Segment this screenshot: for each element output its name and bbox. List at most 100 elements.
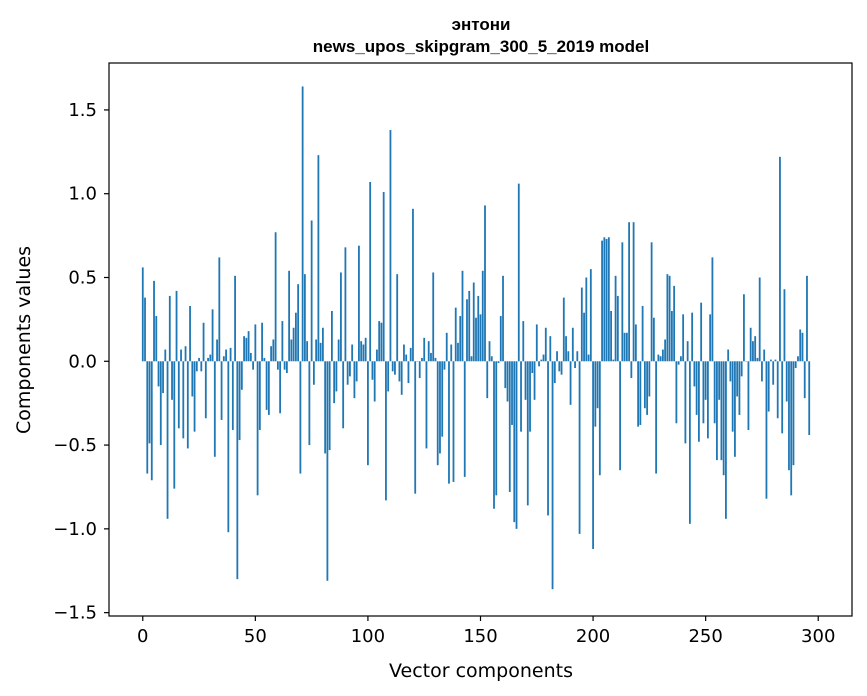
bar-104 [376,349,378,362]
bar-256 [718,361,721,400]
bar-108 [385,361,387,501]
bar-103 [373,361,376,402]
bar-157 [495,361,498,496]
bar-220 [637,361,640,427]
bar-63 [283,361,286,370]
bar-101 [369,181,372,362]
x-tick-label: 0 [137,626,148,647]
bar-124 [421,357,423,362]
bar-59 [274,232,277,362]
bar-22 [191,361,194,397]
bar-191 [571,327,574,362]
bar-72 [303,274,306,362]
bar-150 [479,314,482,362]
bar-283 [779,156,781,362]
bar-223 [643,361,646,409]
bar-106 [380,322,383,362]
bar-series [141,86,811,590]
bar-66 [290,339,293,362]
x-tick-label: 200 [576,626,610,647]
bar-257 [720,361,723,461]
bar-236 [673,285,676,362]
y-tick-label: 1.0 [68,184,97,205]
bar-228 [655,361,658,474]
bar-131 [436,361,439,466]
x-tick-label: 250 [688,626,722,647]
bar-55 [265,361,268,410]
bar-206 [605,238,608,362]
bar-0 [141,267,144,362]
bar-209 [612,359,615,362]
bar-232 [664,339,667,362]
bar-160 [502,275,504,362]
bar-77 [315,339,318,362]
bar-56 [267,361,270,415]
bar-196 [583,312,585,362]
y-tick-label: −0.5 [53,435,97,456]
y-axis-label: Components values [13,246,35,434]
bar-81 [324,361,327,454]
y-axis-ticks: 1.5 1.0 0.5 0.0 −0.5 −1.0 −1.5 [53,100,109,624]
bar-186 [560,361,563,375]
bar-117 [405,354,408,362]
bar-129 [432,272,435,362]
bar-24 [195,361,198,372]
bar-141 [459,316,462,362]
bar-62 [281,321,284,362]
bar-273 [756,357,759,362]
bar-16 [177,361,180,429]
bar-218 [632,222,635,362]
bar-226 [650,242,653,362]
bar-195 [580,287,583,362]
bar-51 [256,361,259,496]
bar-94 [353,361,356,399]
bar-139 [454,307,457,362]
chart-title-line-1: энтони [452,15,511,34]
bar-25 [198,357,200,362]
bar-46 [245,337,248,362]
bar-237 [675,361,678,424]
bar-10 [164,349,167,362]
y-tick-label: 0.5 [68,267,97,288]
bar-152 [484,205,486,362]
bar-82 [326,361,329,581]
bar-75 [310,220,313,362]
bar-241 [684,361,687,444]
bar-203 [598,361,601,476]
bar-147 [472,282,475,362]
bar-21 [189,305,191,362]
bar-233 [666,274,669,362]
bar-270 [749,327,752,362]
bar-14 [173,361,176,489]
bar-84 [331,311,333,362]
x-tick-label: 50 [244,626,267,647]
bar-247 [698,361,700,442]
bar-97 [360,341,363,362]
bar-272 [754,336,757,362]
bar-293 [801,332,804,362]
bar-179 [544,327,547,362]
bar-225 [648,361,651,397]
bar-194 [578,361,581,534]
bar-248 [700,302,703,362]
bar-74 [308,361,311,446]
bar-165 [513,361,516,523]
bar-69 [297,284,300,362]
bar-91 [346,361,349,385]
bar-166 [515,361,518,529]
bar-289 [792,361,795,466]
bar-79 [319,342,322,362]
bar-123 [418,361,421,379]
bar-188 [565,336,567,362]
bar-44 [240,361,243,390]
bar-148 [475,317,477,362]
bar-1 [144,297,146,362]
bar-88 [340,272,342,362]
bar-52 [258,361,261,430]
bar-262 [731,361,734,432]
bar-229 [657,354,660,362]
bar-239 [679,356,682,362]
bar-263 [734,361,736,457]
y-tick-label: 0.0 [68,351,97,372]
